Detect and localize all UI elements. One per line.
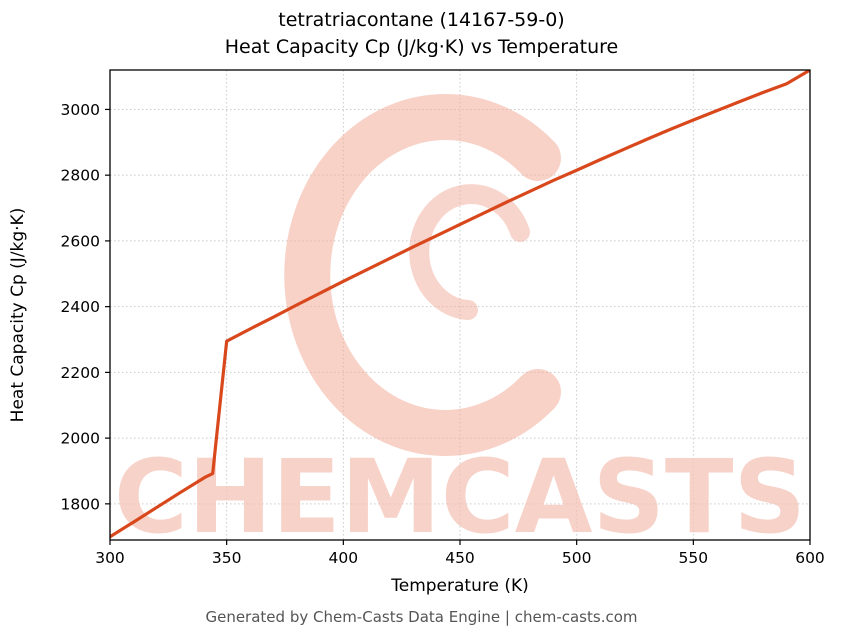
cp-line bbox=[110, 70, 810, 539]
x-tick-label: 550 bbox=[679, 549, 709, 567]
y-tick-label: 2200 bbox=[61, 364, 100, 382]
series-group bbox=[110, 70, 810, 539]
y-tick-label: 1800 bbox=[61, 495, 100, 513]
x-tick-label: 500 bbox=[562, 549, 592, 567]
x-tick-label: 450 bbox=[445, 549, 475, 567]
x-tick-label: 400 bbox=[329, 549, 359, 567]
x-tick-label: 350 bbox=[212, 549, 242, 567]
chart-title: tetratriacontane (14167-59-0) bbox=[278, 9, 565, 31]
chemcasts-c-swirl-logo-icon bbox=[284, 94, 561, 456]
y-tick-label: 3000 bbox=[61, 101, 100, 119]
x-tick-label: 300 bbox=[95, 549, 125, 567]
chemcasts-c-inner-swirl-icon bbox=[409, 184, 530, 320]
watermark-group: CHEMCASTS bbox=[114, 94, 806, 557]
chemcasts-watermark-text: CHEMCASTS bbox=[114, 438, 806, 557]
x-tick-label: 600 bbox=[795, 549, 825, 567]
y-tick-label: 2800 bbox=[61, 167, 100, 185]
y-axis-label: Heat Capacity Cp (J/kg·K) bbox=[8, 207, 28, 423]
x-axis-label: Temperature (K) bbox=[391, 576, 529, 596]
footer-caption: Generated by Chem-Casts Data Engine | ch… bbox=[205, 608, 638, 626]
y-tick-label: 2000 bbox=[61, 430, 100, 448]
y-tick-label: 2600 bbox=[61, 232, 100, 250]
y-tick-label: 2400 bbox=[61, 298, 100, 316]
chart-subtitle: Heat Capacity Cp (J/kg·K) vs Temperature bbox=[224, 36, 619, 58]
